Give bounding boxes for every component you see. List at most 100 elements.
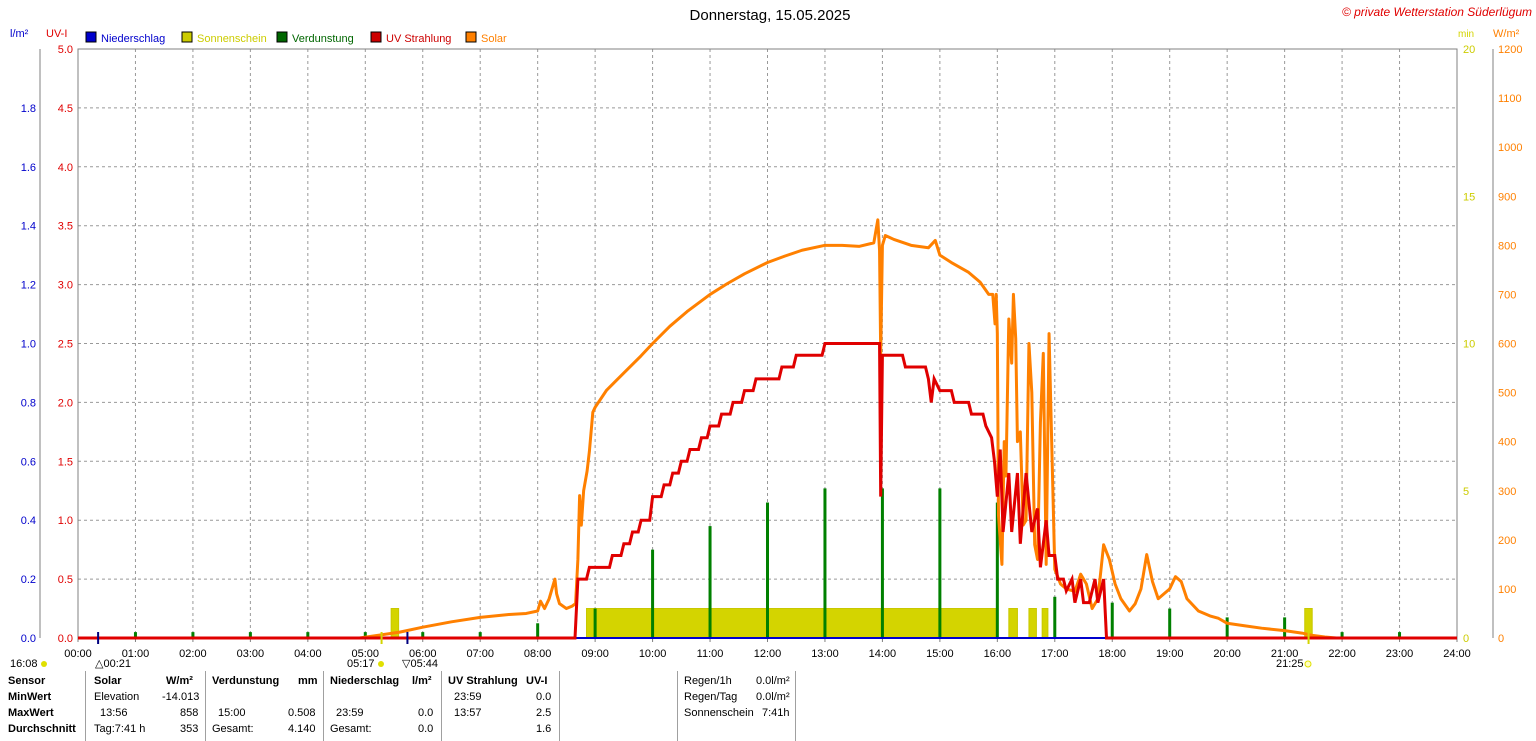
stats-evap-unit: mm <box>298 675 318 687</box>
stats-row-min: MinWert <box>8 691 52 703</box>
solar-tick-label: 1200 <box>1498 44 1522 56</box>
legend: Niederschlag Sonnenschein Verdunstung UV St… <box>85 31 507 45</box>
time-tick-label: 23:00 <box>1386 648 1414 660</box>
solar-tick-label: 600 <box>1498 339 1516 351</box>
time-tick-label: 11:00 <box>697 648 724 660</box>
rain-tick-label: 0.0 <box>21 633 36 645</box>
uv-tick-label: 4.0 <box>58 162 73 174</box>
evaporation-bar <box>651 549 655 638</box>
legend-label: Solar <box>481 33 507 45</box>
stats-evap-max-value: 0.508 <box>288 707 316 719</box>
stats-divider <box>323 671 324 741</box>
time-tick-label: 18:00 <box>1098 648 1126 660</box>
solar-tick-label: 300 <box>1498 486 1516 498</box>
rain-tick-label: 1.4 <box>21 221 36 233</box>
solar-tick-label: 200 <box>1498 535 1516 547</box>
uv-tick-label: 2.5 <box>58 339 73 351</box>
uv-tick-label: 1.5 <box>58 456 73 468</box>
stats-uv-max-time: 13:57 <box>454 707 482 719</box>
stats-uv-min-time: 23:59 <box>454 691 482 703</box>
stats-divider <box>795 671 796 741</box>
stats-rain-total-value: 0.0 <box>418 723 434 735</box>
solar-tick-label: 900 <box>1498 191 1516 203</box>
uv-tick-label: 3.0 <box>58 280 73 292</box>
sunshine-axis-unit: min <box>1458 29 1474 40</box>
time-tick-label: 06:00 <box>409 648 437 660</box>
stats-uv-min-value: 0.0 <box>536 691 552 703</box>
time-tick-label: 01:00 <box>122 648 150 660</box>
evaporation-bar <box>421 632 425 638</box>
stats-uv-header: UV Strahlung <box>448 675 518 687</box>
solar-line <box>78 218 1457 640</box>
sunset-icon <box>1304 660 1312 668</box>
legend-label: Verdunstung <box>292 33 354 45</box>
uv-tick-label: 0.0 <box>58 633 73 645</box>
evaporation-bar <box>536 623 540 638</box>
dawn-time: 05:17 <box>347 658 375 670</box>
rain-tick-label: 1.0 <box>21 339 36 351</box>
moonset-icon <box>41 661 47 667</box>
evaporation-bar <box>1340 632 1344 638</box>
stats-solar-header: Solar <box>94 675 122 687</box>
evaporation-bar <box>1398 632 1402 638</box>
evaporation-bar <box>766 502 769 638</box>
sunshine-tick-label: 5 <box>1463 486 1469 498</box>
summary-rain-hour-label: Regen/1h <box>684 675 732 687</box>
stats-evap-total-label: Gesamt: <box>212 723 254 735</box>
time-tick-label: 00:00 <box>64 648 92 660</box>
stats-divider <box>441 671 442 741</box>
solar-axis-unit: W/m² <box>1493 28 1520 40</box>
solar-tick-label: 1000 <box>1498 142 1522 154</box>
moonrise-time: △00:21 <box>95 658 131 670</box>
time-tick-label: 17:00 <box>1041 648 1069 660</box>
stats-rain-max-value: 0.0 <box>418 707 434 719</box>
time-tick-label: 15:00 <box>926 648 954 660</box>
summary-sunshine-value: 7:41h <box>762 707 790 719</box>
legend-swatch-solar <box>465 31 477 43</box>
time-tick-label: 16:00 <box>984 648 1012 660</box>
evaporation-bar <box>995 502 999 638</box>
stats-solar-max-value: 858 <box>180 707 199 719</box>
evaporation-bar <box>708 526 712 638</box>
time-tick-label: 08:00 <box>524 648 552 660</box>
summary-sunshine-label: Sonnenschein <box>684 707 754 719</box>
evaporation-bar <box>306 632 310 638</box>
sunshine-tick-label: 10 <box>1463 339 1475 351</box>
stats-divider <box>559 671 560 741</box>
time-tick-label: 14:00 <box>869 648 897 660</box>
uv-axis-unit: UV-I <box>46 28 67 40</box>
stats-solar-min-label: Elevation <box>94 691 140 703</box>
stats-rain-header: Niederschlag <box>330 675 400 687</box>
time-tick-label: 09:00 <box>581 648 609 660</box>
stats-uv-unit: UV-I <box>526 675 548 687</box>
rain-axis-unit: l/m² <box>10 28 29 40</box>
evaporation-bar <box>1283 617 1287 638</box>
time-tick-label: 20:00 <box>1213 648 1241 660</box>
uv-tick-label: 4.5 <box>58 103 73 115</box>
stats-divider <box>205 671 206 741</box>
dawn-icon <box>378 661 384 667</box>
summary-rain-hour-value: 0.0l/m² <box>756 675 790 687</box>
rain-tick-label: 0.2 <box>21 574 36 586</box>
legend-swatch-niederschlag <box>85 31 97 43</box>
evaporation-bar <box>593 608 597 638</box>
weather-chart: Donnerstag, 15.05.2025 © private Wetters… <box>10 5 1532 670</box>
evaporation-bar <box>938 488 942 638</box>
evaporation-bar <box>191 632 195 638</box>
time-tick-label: 12:00 <box>754 648 782 660</box>
solar-tick-label: 0 <box>1498 633 1504 645</box>
time-tick-label: 05:00 <box>352 648 380 660</box>
summary-rain-day-value: 0.0l/m² <box>756 691 790 703</box>
evaporation-bar <box>1168 608 1172 638</box>
stats-uv-avg-value: 1.6 <box>536 723 552 735</box>
rain-tick-label: 1.2 <box>21 280 36 292</box>
solar-tick-label: 100 <box>1498 584 1516 596</box>
stats-rain-max-time: 23:59 <box>336 707 364 719</box>
legend-swatch-sonnenschein <box>181 31 193 43</box>
stats-evap-max-time: 15:00 <box>218 707 246 719</box>
rain-tick-label: 0.4 <box>21 515 36 527</box>
time-tick-label: 04:00 <box>294 648 322 660</box>
stats-solar-day-length: Tag:7:41 h <box>94 723 146 735</box>
uv-tick-label: 0.5 <box>58 574 73 586</box>
series-layer <box>78 218 1457 640</box>
